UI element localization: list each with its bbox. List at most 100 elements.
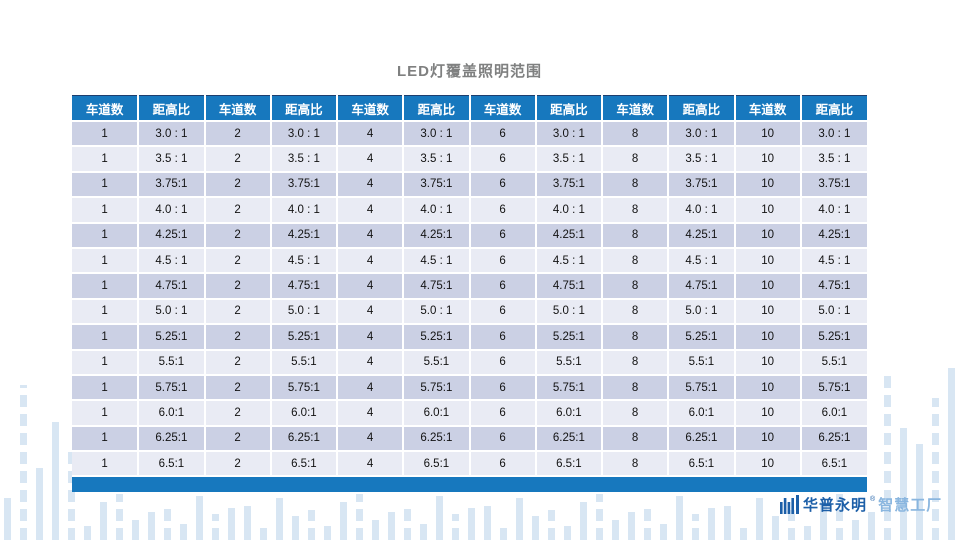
lane-cell: 4 (337, 222, 405, 249)
ratio-cell: 5.25:1 (138, 324, 206, 351)
deco-bar (324, 526, 331, 540)
ratio-header: 距高比 (535, 95, 604, 122)
lane-cell: 1 (72, 349, 140, 376)
lane-cell: 10 (734, 425, 802, 453)
lane-cell: 4 (337, 324, 405, 351)
lane-cell: 1 (72, 222, 140, 249)
table-row: 1 3.0 : 1 2 3.0 : 1 4 3.0 : 1 6 3.0 : 1 8 3.0 : 1… (72, 121, 867, 148)
lane-cell: 2 (204, 247, 272, 275)
deco-bar (420, 524, 427, 540)
lane-cell: 2 (204, 349, 272, 376)
ratio-cell: 3.5 : 1 (535, 146, 604, 173)
ratio-cell: 4.25:1 (535, 222, 604, 249)
deco-bar (468, 508, 475, 540)
deco-bar (4, 498, 11, 540)
deco-bar (196, 496, 203, 540)
ratio-cell: 5.25:1 (535, 324, 604, 351)
lane-cell: 8 (602, 171, 670, 199)
lane-cell: 6 (469, 451, 537, 478)
deco-bar (116, 494, 123, 540)
ratio-cell: 5.75:1 (270, 374, 339, 402)
lane-cell: 10 (734, 400, 802, 427)
lane-cell: 1 (72, 197, 140, 224)
deco-bar (692, 514, 699, 540)
deco-bar (532, 516, 539, 540)
ratio-cell: 4.25:1 (800, 222, 867, 249)
deco-bar (388, 512, 395, 540)
lane-cell: 8 (602, 425, 670, 453)
ratio-cell: 4.5 : 1 (403, 247, 471, 275)
ratio-cell: 3.0 : 1 (270, 121, 339, 148)
ratio-cell: 3.5 : 1 (668, 146, 736, 173)
table-row: 1 4.75:1 2 4.75:1 4 4.75:1 6 4.75:1 8 4.75:1 10 4.7… (72, 273, 867, 300)
ratio-cell: 4.5 : 1 (668, 247, 736, 275)
brand-tagline: 智慧工厂 (878, 497, 943, 514)
lane-cell: 2 (204, 298, 272, 326)
deco-bar (292, 516, 299, 540)
deco-bar (308, 510, 315, 540)
ratio-cell: 4.75:1 (138, 273, 206, 300)
lane-cell: 4 (337, 247, 405, 275)
lane-cell: 2 (204, 324, 272, 351)
lane-cell: 1 (72, 247, 140, 275)
ratio-cell: 4.0 : 1 (138, 197, 206, 224)
deco-bar (628, 512, 635, 540)
ratio-cell: 6.25:1 (270, 425, 339, 453)
ratio-cell: 3.75:1 (800, 171, 867, 199)
lane-cell: 6 (469, 324, 537, 351)
deco-bar (132, 520, 139, 540)
lane-cell: 6 (469, 247, 537, 275)
lane-cell: 8 (602, 247, 670, 275)
lane-cell: 6 (469, 222, 537, 249)
lane-cell: 4 (337, 273, 405, 300)
ratio-cell: 5.0 : 1 (800, 298, 867, 326)
ratio-cell: 6.0:1 (668, 400, 736, 427)
deco-bar (212, 514, 219, 540)
lane-cell: 2 (204, 374, 272, 402)
lane-cell: 4 (337, 349, 405, 376)
ratio-cell: 3.75:1 (535, 171, 604, 199)
deco-bar (852, 520, 859, 540)
lane-header: 车道数 (337, 95, 405, 122)
lane-cell: 8 (602, 324, 670, 351)
lane-cell: 6 (469, 273, 537, 300)
deco-bar (84, 526, 91, 540)
ratio-cell: 6.25:1 (403, 425, 471, 453)
lane-cell: 1 (72, 171, 140, 199)
ratio-cell: 4.0 : 1 (800, 197, 867, 224)
deco-bar (164, 504, 171, 540)
table-row: 1 3.5 : 1 2 3.5 : 1 4 3.5 : 1 6 3.5 : 1 8 3.5 : 1… (72, 146, 867, 173)
deco-bar (500, 522, 507, 540)
deco-bar (484, 506, 491, 540)
lane-cell: 8 (602, 222, 670, 249)
page-title: LED灯覆盖照明范围 (396, 63, 542, 80)
table-row: 1 4.0 : 1 2 4.0 : 1 4 4.0 : 1 6 4.0 : 1 8 4.0 : 1… (72, 197, 867, 224)
deco-bar (148, 512, 155, 540)
ratio-cell: 6.0:1 (403, 400, 471, 427)
lane-cell: 6 (469, 298, 537, 326)
lane-cell: 10 (734, 197, 802, 224)
ratio-cell: 5.0 : 1 (535, 298, 604, 326)
deco-bar (404, 504, 411, 540)
ratio-cell: 5.5:1 (668, 349, 736, 376)
table-row: 1 5.25:1 2 5.25:1 4 5.25:1 6 5.25:1 8 5.25:1 10 5.2… (72, 324, 867, 351)
table-row: 1 4.25:1 2 4.25:1 4 4.25:1 6 4.25:1 8 4.25:1 10 4.2… (72, 222, 867, 249)
ratio-header: 距高比 (403, 95, 471, 122)
lane-cell: 4 (337, 171, 405, 199)
ratio-cell: 4.5 : 1 (138, 247, 206, 275)
lane-cell: 8 (602, 298, 670, 326)
table-row: 1 6.25:1 2 6.25:1 4 6.25:1 6 6.25:1 8 6.25:1 10 6.2… (72, 425, 867, 453)
lane-cell: 6 (469, 121, 537, 148)
ratio-cell: 6.25:1 (535, 425, 604, 453)
ratio-cell: 5.5:1 (535, 349, 604, 376)
lane-cell: 4 (337, 146, 405, 173)
ratio-cell: 4.5 : 1 (535, 247, 604, 275)
coverage-table-body: 1 3.0 : 1 2 3.0 : 1 4 3.0 : 1 6 3.0 : 1 8 3.0 : 1… (72, 121, 867, 478)
ratio-cell: 6.5:1 (668, 451, 736, 478)
lane-cell: 6 (469, 400, 537, 427)
deco-bar (900, 428, 907, 540)
ratio-cell: 3.75:1 (403, 171, 471, 199)
lane-cell: 1 (72, 425, 140, 453)
ratio-cell: 6.5:1 (535, 451, 604, 478)
lane-cell: 10 (734, 171, 802, 199)
